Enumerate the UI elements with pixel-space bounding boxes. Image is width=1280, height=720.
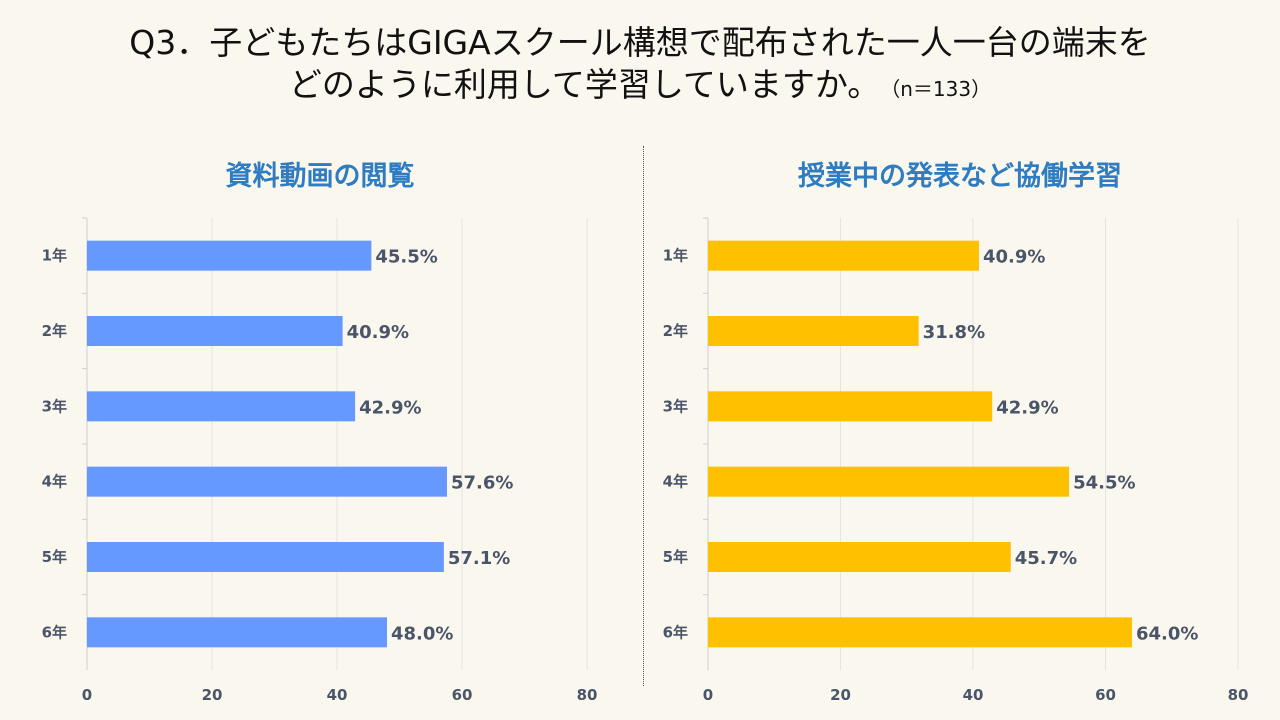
right-x-tick-label: 20: [830, 686, 851, 704]
title-line-2: どのように利用して学習していますか。 （n＝133）: [0, 64, 1280, 110]
right-data-label: 31.8%: [923, 322, 985, 343]
right-data-label: 54.5%: [1073, 473, 1135, 494]
left-data-label: 40.9%: [347, 322, 409, 343]
sample-size-note: （n＝133）: [890, 77, 992, 101]
left-category-label: 4年: [42, 473, 67, 491]
left-data-label: 48.0%: [391, 623, 453, 644]
left-x-tick-label: 80: [577, 686, 598, 704]
left-bar: [87, 466, 447, 497]
right-category-label: 6年: [663, 623, 688, 641]
left-chart-title: 資料動画の閲覧: [225, 161, 415, 192]
title-line-2-text: どのように利用して学習していますか。: [288, 65, 881, 104]
right-bar: [708, 316, 919, 346]
left-x-tick-label: 40: [327, 686, 348, 704]
right-bar-chart: 0 20 40 60 80 1年 40.9% 2年 31.8% 3年 42.9% 4年 54.5% 5年 4…: [663, 217, 1249, 704]
right-category-label: 3年: [663, 397, 688, 415]
left-data-label: 42.9%: [359, 397, 421, 418]
left-category-label: 6年: [42, 623, 67, 641]
right-category-label: 5年: [663, 548, 688, 566]
left-x-tick-label: 20: [202, 686, 223, 704]
left-bar: [87, 240, 372, 271]
left-category-label: 2年: [42, 322, 67, 340]
right-data-label: 64.0%: [1136, 623, 1198, 644]
panel-divider: [643, 146, 644, 686]
right-data-label: 45.7%: [1015, 548, 1077, 569]
page-title: Q3．子どもたちはGIGAスクール構想で配布された一人一台の端末を どのように利…: [0, 22, 1280, 110]
left-bar: [87, 316, 343, 346]
left-data-label: 57.6%: [451, 473, 513, 494]
right-chart-title: 授業中の発表など協働学習: [798, 161, 1122, 192]
right-x-tick-label: 40: [963, 686, 984, 704]
right-bar: [708, 542, 1011, 572]
left-category-label: 5年: [42, 548, 67, 566]
title-line-1: Q3．子どもたちはGIGAスクール構想で配布された一人一台の端末を: [129, 23, 1151, 62]
right-bar: [708, 240, 979, 271]
right-bar: [708, 466, 1070, 497]
right-x-tick-label: 80: [1228, 686, 1249, 704]
left-data-label: 45.5%: [375, 247, 437, 268]
right-data-label: 42.9%: [996, 397, 1058, 418]
right-category-label: 2年: [663, 322, 688, 340]
left-data-label: 57.1%: [448, 548, 510, 569]
left-bar: [87, 391, 356, 422]
left-bar: [87, 617, 387, 648]
right-category-label: 1年: [663, 247, 688, 265]
right-data-label: 40.9%: [983, 247, 1045, 268]
left-category-label: 3年: [42, 397, 67, 415]
left-bar-chart: 0 20 40 60 80 1年 45.5% 2年 40.9% 3年 42.9% 4年 57.6% 5年 5…: [42, 217, 598, 704]
right-category-label: 4年: [663, 473, 688, 491]
right-bar: [708, 391, 993, 422]
left-x-tick-label: 0: [82, 686, 92, 704]
left-category-label: 1年: [42, 247, 67, 265]
right-bar: [708, 617, 1132, 648]
left-x-tick-label: 60: [452, 686, 473, 704]
left-bar: [87, 542, 444, 572]
right-x-tick-label: 0: [703, 686, 713, 704]
right-x-tick-label: 60: [1095, 686, 1116, 704]
